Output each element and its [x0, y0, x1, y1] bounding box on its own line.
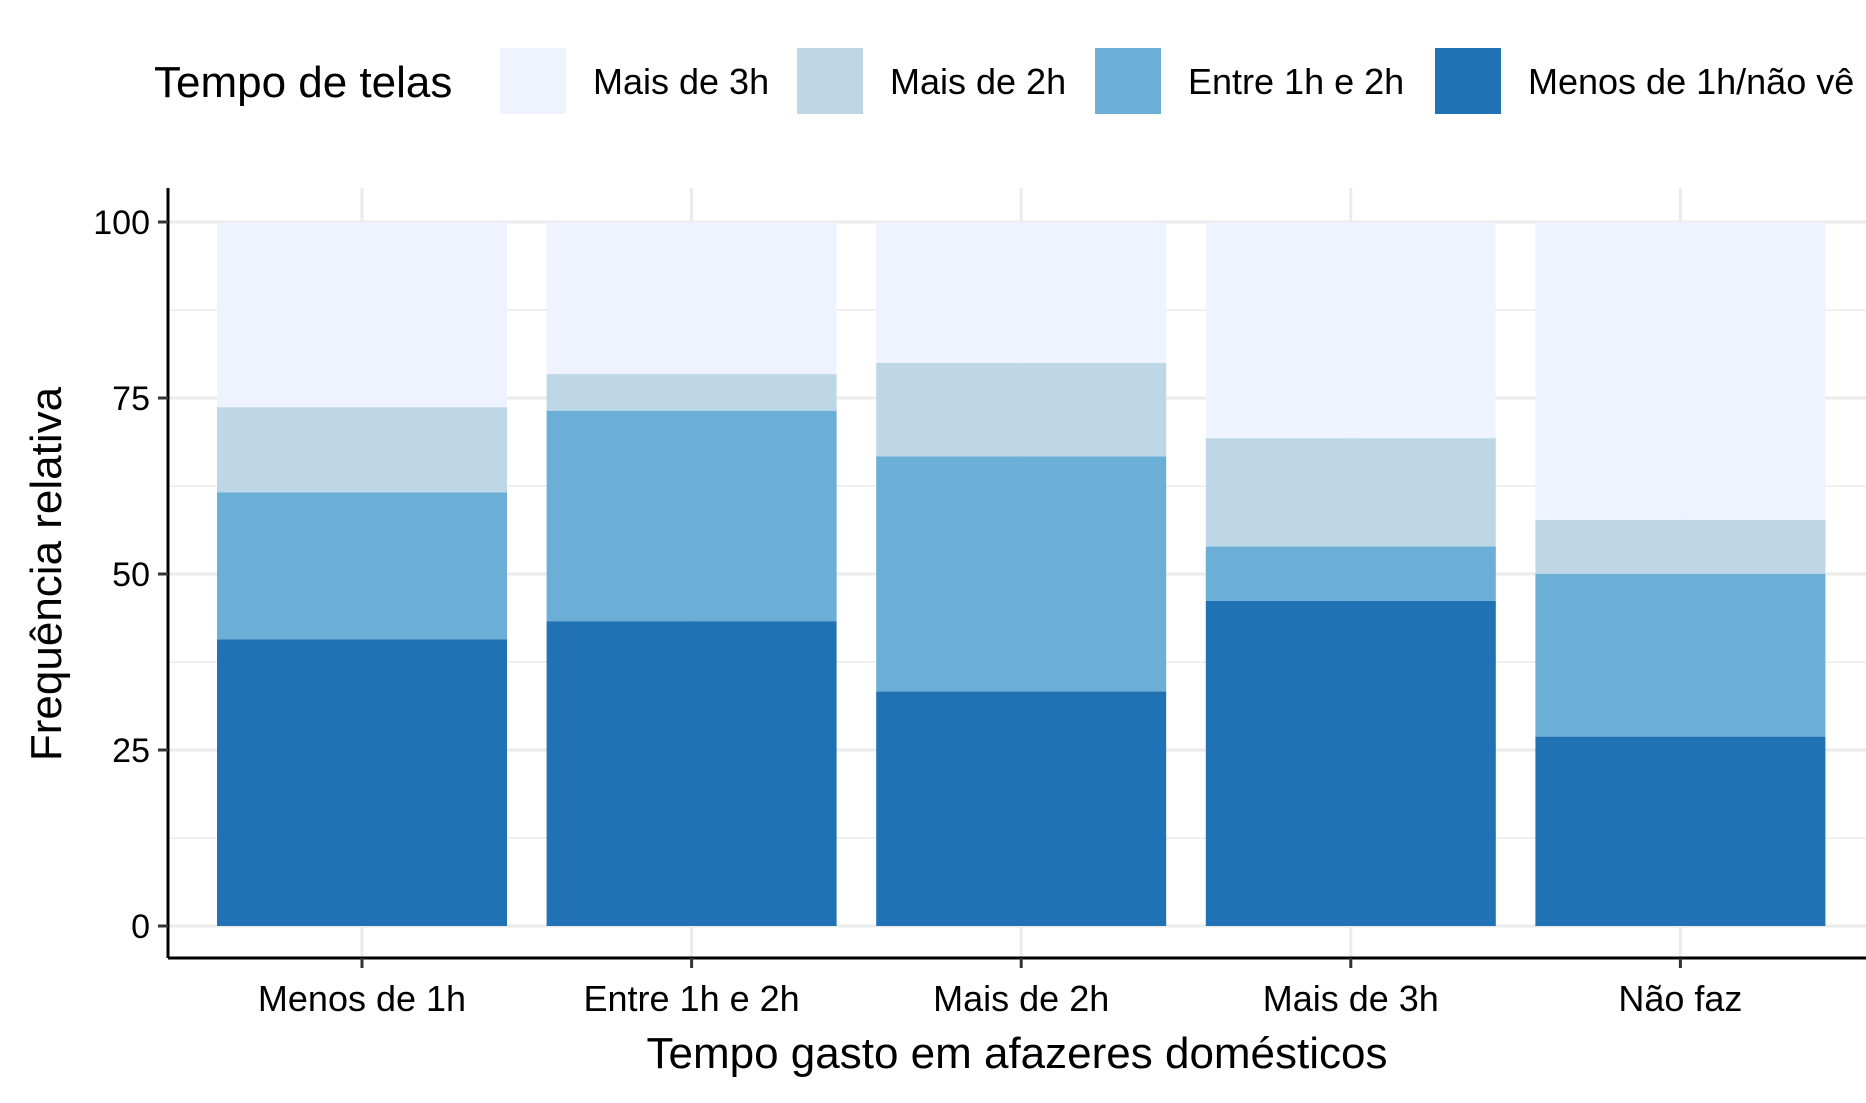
x-tick-label: Mais de 2h — [933, 978, 1109, 1019]
bar-segment — [1535, 519, 1826, 574]
bar-segment — [1535, 736, 1826, 926]
bar-segment — [546, 621, 837, 926]
y-axis-title: Frequência relativa — [22, 386, 71, 761]
bar-segment — [876, 222, 1167, 363]
x-tick-label: Entre 1h e 2h — [584, 978, 800, 1019]
axes: 0 25 50 75 100 Menos de 1h Entre 1h e 2h Mais d… — [93, 188, 1866, 1019]
bar-segment — [546, 410, 837, 622]
x-tick-label: Não faz — [1618, 978, 1742, 1019]
legend-key — [500, 48, 566, 114]
bar-segment — [217, 639, 507, 926]
legend-key — [1435, 48, 1501, 114]
x-axis-title: Tempo gasto em afazeres domésticos — [646, 1029, 1387, 1078]
bar-segment — [876, 362, 1167, 457]
y-tick-label: 0 — [131, 908, 150, 946]
x-tick-label: Menos de 1h — [258, 978, 466, 1019]
legend-label: Mais de 2h — [890, 61, 1066, 102]
bar-segment — [1205, 546, 1496, 601]
legend-key — [797, 48, 863, 114]
legend-label: Menos de 1h/não vê — [1528, 61, 1854, 102]
legend-title: Tempo de telas — [154, 58, 452, 107]
y-tick-label: 50 — [112, 556, 150, 594]
legend-label: Mais de 3h — [593, 61, 769, 102]
y-tick-label: 75 — [112, 380, 150, 418]
bar-segment — [1205, 438, 1496, 547]
y-tick-label: 25 — [112, 732, 150, 770]
bar-segment — [1205, 600, 1496, 926]
bar-segment — [876, 691, 1167, 926]
bar-segment — [546, 374, 837, 411]
bar-segment — [217, 407, 507, 493]
y-tick-label: 100 — [93, 204, 150, 242]
bars — [217, 222, 1826, 926]
bar-segment — [546, 222, 837, 375]
bar-segment — [1205, 222, 1496, 439]
legend: Tempo de telas Mais de 3h Mais de 2h Entre… — [154, 48, 1854, 114]
bar-segment — [1535, 574, 1826, 737]
legend-key — [1095, 48, 1161, 114]
bar-segment — [217, 222, 507, 408]
legend-label: Entre 1h e 2h — [1188, 61, 1404, 102]
bar-segment — [217, 492, 507, 640]
bar-segment — [876, 456, 1167, 692]
x-tick-label: Mais de 3h — [1263, 978, 1439, 1019]
bar-segment — [1535, 222, 1826, 520]
